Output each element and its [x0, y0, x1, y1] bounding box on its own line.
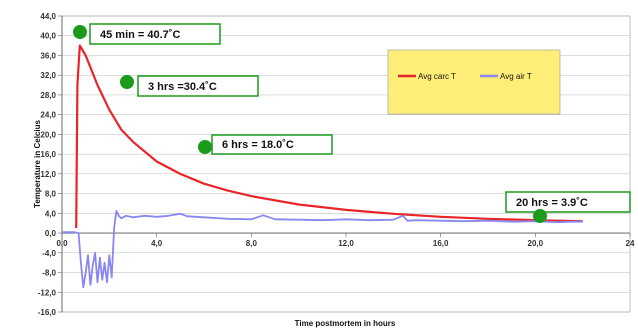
y-tick-label: 24,0: [40, 111, 56, 120]
y-tick-label: 20,0: [40, 130, 56, 139]
x-tick-label: 24: [626, 239, 635, 248]
callout-text-45min: 45 min = 40.7˚C: [100, 29, 180, 41]
series-line-avg-air-t: [62, 210, 583, 289]
x-axis-title: Time postmortem in hours: [295, 319, 396, 328]
callout-marker-20hrs: [533, 209, 547, 223]
y-tick-label: 40,0: [40, 32, 56, 41]
callout-marker-45min: [73, 25, 87, 39]
x-tick-label: 20,0: [528, 239, 544, 248]
series-lines: [62, 44, 583, 289]
callout-text-6hrs: 6 hrs = 18.0˚C: [222, 139, 294, 151]
x-tick-labels: 0,0 4,0 8,0 12,0 16,0 20,0 24: [56, 233, 635, 248]
x-tick-label: 4,0: [151, 239, 163, 248]
legend: Avg carc T Avg air T: [387, 49, 561, 115]
y-tick-label: -12,0: [38, 288, 57, 297]
y-tick-label: -16,0: [38, 308, 57, 317]
callout-box-20hrs: [505, 191, 631, 213]
x-tick-label: 8,0: [246, 239, 258, 248]
x-tick-label: 0,0: [56, 239, 68, 248]
y-tick-labels: -16,0 -12,0 -8,0 -4,0 0,0 4,0 8,0 12,0 16,0 20,0 2…: [38, 12, 62, 317]
callout-box-45min: [89, 23, 221, 45]
series-line-avg-carc-t: [75, 44, 583, 229]
callout-box-6hrs: [211, 134, 333, 155]
callouts: 45 min = 40.7˚C 3 hrs =30.4˚C 6 hrs = 18…: [73, 23, 631, 223]
y-tick-label: -8,0: [42, 269, 56, 278]
y-tick-label: 36,0: [40, 51, 56, 60]
callout-text-20hrs: 20 hrs = 3.9˚C: [516, 197, 588, 209]
legend-box: [387, 49, 561, 115]
callout-marker-6hrs: [198, 140, 212, 154]
callout-marker-3hrs: [120, 75, 134, 89]
y-tick-label: 12,0: [40, 170, 56, 179]
y-tick-label: 16,0: [40, 150, 56, 159]
y-axis-title: Temperature in Celcius: [33, 120, 42, 208]
x-tick-label: 12,0: [338, 239, 354, 248]
y-tick-label: 4,0: [45, 209, 57, 218]
y-tick-label: 32,0: [40, 71, 56, 80]
y-tick-label: -4,0: [42, 249, 56, 258]
y-tick-label: 8,0: [45, 190, 57, 199]
x-tick-label: 16,0: [433, 239, 449, 248]
legend-label-avg-carc-t: Avg carc T: [418, 72, 456, 81]
callout-text-3hrs: 3 hrs =30.4˚C: [148, 81, 217, 93]
legend-label-avg-air-t: Avg air T: [500, 72, 532, 81]
y-tick-label: 44,0: [40, 12, 56, 21]
y-tick-label: 28,0: [40, 91, 56, 100]
y-tick-label: 0,0: [45, 229, 57, 238]
callout-box-3hrs: [137, 75, 259, 97]
